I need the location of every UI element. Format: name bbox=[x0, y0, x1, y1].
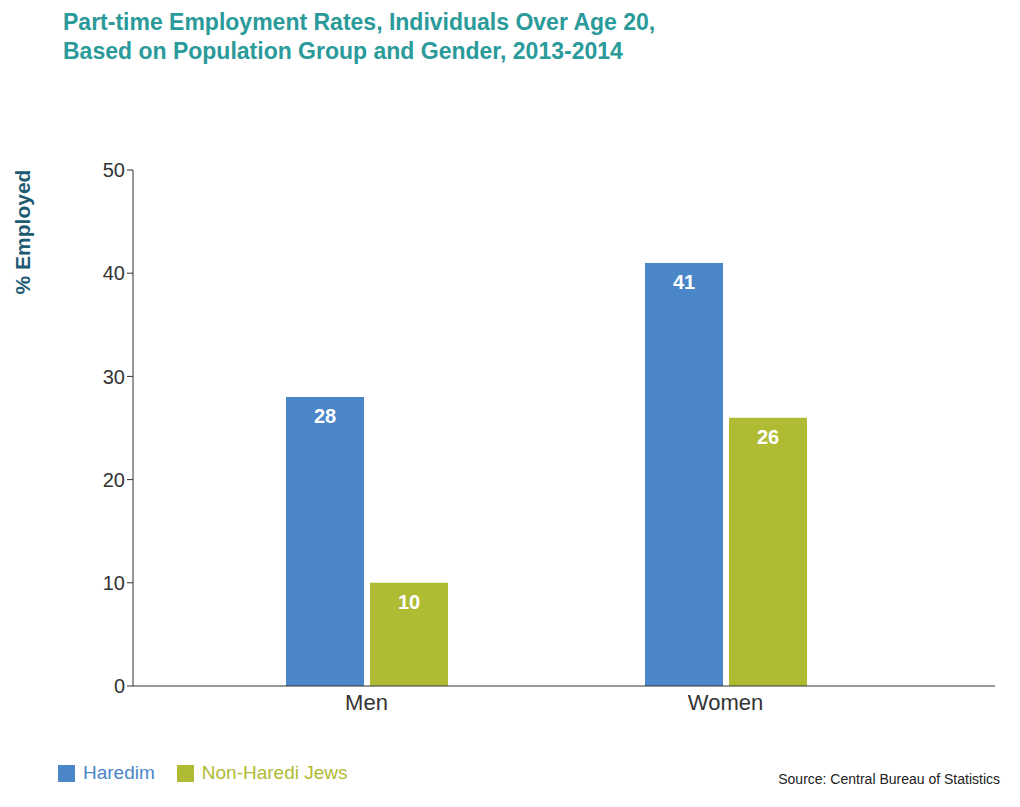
svg-text:40: 40 bbox=[103, 262, 125, 284]
html-text:Non-Haredi Jews: Non-Haredi Jews bbox=[201, 762, 348, 783]
svg-text:26: 26 bbox=[757, 426, 779, 448]
svg-text:10: 10 bbox=[398, 591, 420, 613]
svg-text:10: 10 bbox=[103, 572, 125, 594]
svg-text:30: 30 bbox=[103, 366, 125, 388]
svg-text:41: 41 bbox=[673, 271, 695, 293]
html-text:Source: Central Bureau of Stat: Source: Central Bureau of Statistics bbox=[778, 771, 1000, 787]
svg-text:20: 20 bbox=[103, 469, 125, 491]
svg-text:50: 50 bbox=[103, 159, 125, 181]
html-text:Based on Population Group and: Based on Population Group and Gender, 20… bbox=[63, 38, 623, 64]
svg-text:28: 28 bbox=[314, 405, 336, 427]
svg-text:Women: Women bbox=[688, 690, 763, 715]
html-text:Part-time Employment Rates, In: Part-time Employment Rates, Individuals … bbox=[63, 9, 656, 35]
svg-text:Men: Men bbox=[345, 690, 388, 715]
svg-text:% Employed: % Employed bbox=[11, 170, 34, 295]
html-text:Haredim: Haredim bbox=[83, 762, 155, 783]
svg-text:0: 0 bbox=[114, 675, 125, 697]
